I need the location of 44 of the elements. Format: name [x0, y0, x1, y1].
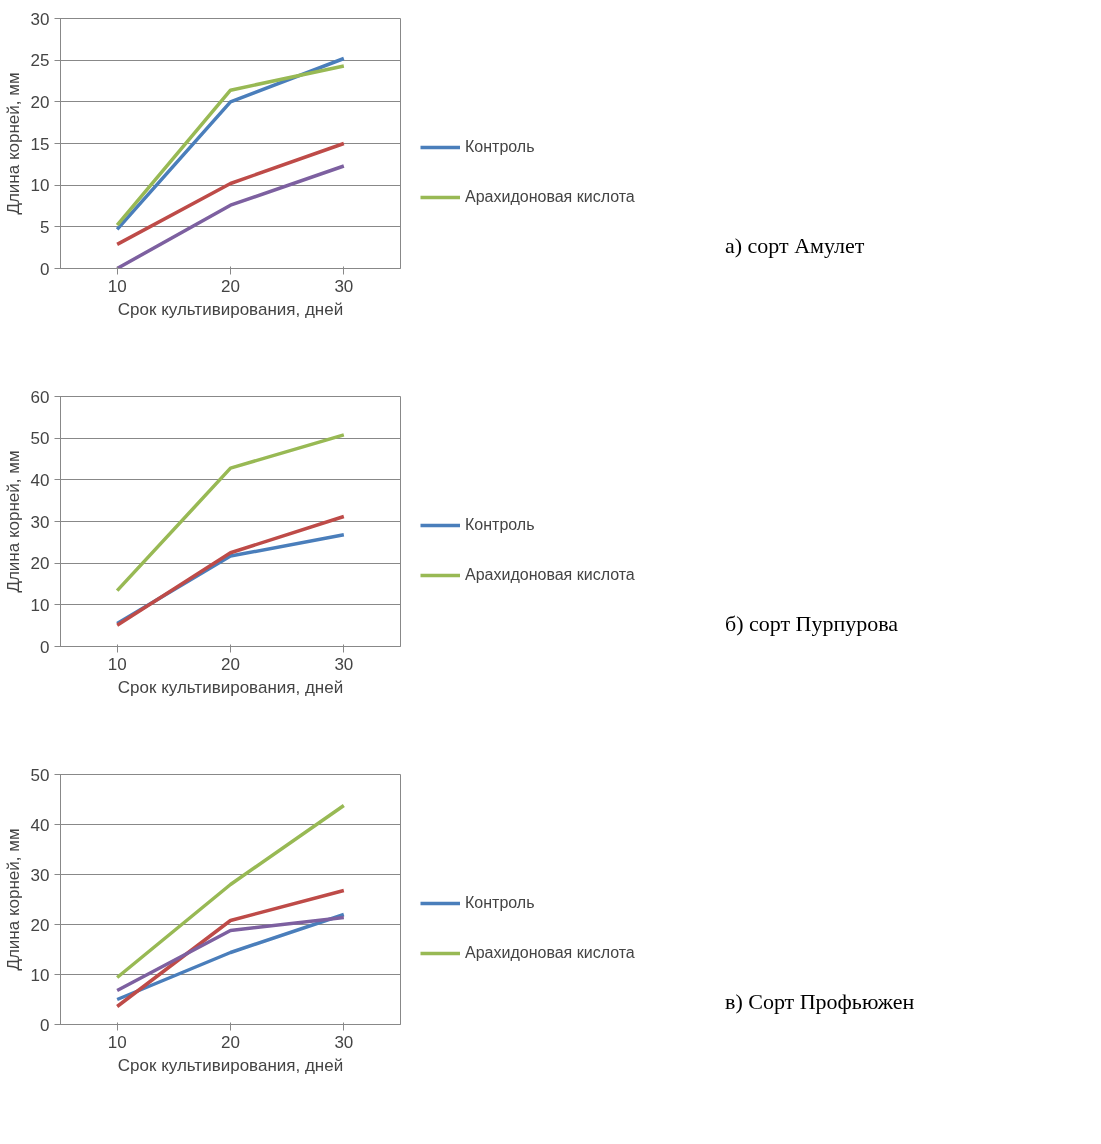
- text: б) сорт Пурпурова: [725, 610, 899, 638]
- y-tick-label: 10: [30, 176, 50, 196]
- y-tick-label: 50: [30, 765, 50, 785]
- y-tick-label: 5: [40, 217, 50, 237]
- x-tick-label: 20: [221, 654, 240, 674]
- legend-label: Контроль: [465, 137, 535, 156]
- x-tick-label: 10: [107, 654, 127, 674]
- y-axis-title: Длина корней, мм: [3, 450, 23, 593]
- x-axis-title: Срок культивирования, дней: [117, 677, 344, 697]
- y-tick-label: 30: [30, 865, 50, 885]
- y-tick-label: 30: [30, 9, 50, 29]
- x-tick-label: 20: [221, 276, 240, 296]
- y-axis-title: Длина корней, мм: [3, 828, 23, 971]
- x-axis-title: Срок культивирования, дней: [117, 1055, 344, 1075]
- legend-label: Арахидоновая кислота: [465, 943, 635, 962]
- y-tick-label: 0: [40, 637, 50, 657]
- legend-label: Контроль: [465, 893, 535, 912]
- y-tick-label: 10: [30, 595, 50, 615]
- y-tick-label: 10: [30, 965, 50, 985]
- x-axis-title: Срок культивирования, дней: [117, 299, 344, 319]
- x-tick-label: 30: [334, 1032, 354, 1052]
- x-tick-label: 30: [334, 654, 354, 674]
- x-tick-label: 10: [107, 276, 127, 296]
- y-tick-label: 0: [40, 1015, 50, 1035]
- legend-label: Арахидоновая кислота: [465, 187, 635, 206]
- x-tick-label: 20: [221, 1032, 240, 1052]
- legend-label: Контроль: [465, 515, 535, 534]
- text: в) Сорт Профьюжен: [725, 988, 915, 1016]
- y-tick-label: 25: [30, 51, 50, 71]
- x-tick-label: 30: [334, 276, 354, 296]
- y-tick-label: 15: [30, 134, 50, 154]
- legend-label: Арахидоновая кислота: [465, 565, 635, 584]
- y-tick-label: 20: [30, 915, 50, 935]
- y-tick-label: 20: [30, 92, 50, 112]
- y-tick-label: 40: [30, 815, 50, 835]
- y-tick-label: 0: [40, 259, 50, 279]
- y-tick-label: 60: [30, 387, 50, 407]
- y-tick-label: 30: [30, 512, 50, 532]
- y-axis-title: Длина корней, мм: [3, 72, 23, 215]
- y-tick-label: 20: [30, 554, 50, 574]
- text: а) сорт Амулет: [725, 232, 865, 260]
- x-tick-label: 10: [107, 1032, 127, 1052]
- y-tick-label: 40: [30, 470, 50, 490]
- y-tick-label: 50: [30, 429, 50, 449]
